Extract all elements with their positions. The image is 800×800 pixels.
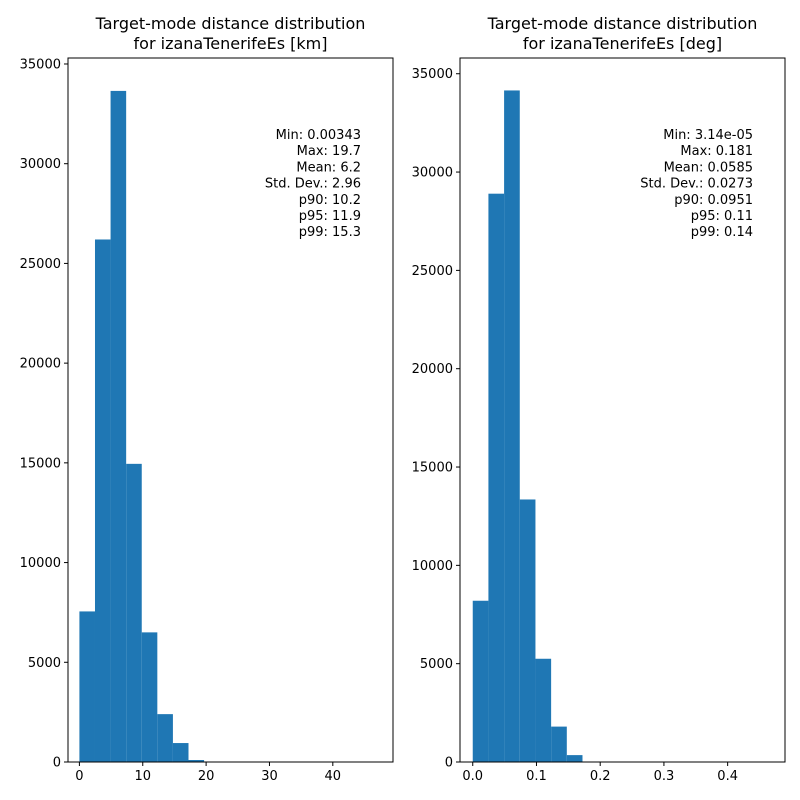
axes-frame-km (67, 57, 394, 763)
histogram-bar-deg-1 (488, 193, 505, 763)
y-tick-label-km-3: 15000 (20, 456, 61, 471)
x-tick-label-km-4: 40 (325, 769, 342, 784)
histogram-bar-deg-6 (566, 755, 583, 762)
x-tick-label-km-2: 20 (198, 769, 215, 784)
stats-line-km-2: Mean: 6.2 (296, 160, 361, 175)
histogram-bar-deg-5 (551, 726, 567, 762)
histogram-bar-km-3 (126, 463, 142, 762)
axes-frame-deg (459, 57, 786, 763)
histogram-bar-km-0 (79, 611, 95, 762)
stats-line-deg-0: Min: 3.14e-05 (663, 128, 753, 143)
x-tick-label-km-1: 10 (134, 769, 151, 784)
stats-line-km-5: p95: 11.9 (299, 209, 361, 224)
histogram-bar-km-6 (172, 743, 189, 762)
y-tick-label-km-1: 5000 (28, 656, 61, 671)
x-tick-label-deg-3: 0.3 (654, 769, 675, 784)
y-tick-label-km-2: 10000 (20, 556, 61, 571)
histogram-bar-km-5 (157, 714, 173, 762)
stats-line-km-4: p90: 10.2 (299, 193, 361, 208)
x-tick-label-deg-0: 0.0 (462, 769, 483, 784)
y-tick-label-deg-1: 5000 (420, 657, 453, 672)
y-tick-label-deg-3: 15000 (412, 461, 453, 476)
chart-title-km-line-1: for izanaTenerifeEs [km] (134, 34, 328, 53)
histogram-deg-panel: 0.0 0.1 0.2 0.3 0.4 0 5000 10000 15000 20000 25000… (412, 14, 786, 784)
stats-line-km-1: Max: 19.7 (297, 144, 361, 159)
histogram-bar-km-4 (141, 632, 158, 762)
histogram-km-panel: 0 10 20 30 40 0 5000 10000 15000 20000 25000 30000 3… (20, 14, 394, 784)
y-tick-label-km-4: 20000 (20, 357, 61, 372)
histogram-bar-deg-4 (535, 658, 552, 762)
x-tick-label-deg-4: 0.4 (717, 769, 738, 784)
histogram-bar-km-7 (188, 760, 205, 762)
x-tick-label-deg-2: 0.2 (590, 769, 611, 784)
stats-line-deg-2: Mean: 0.0585 (664, 160, 753, 175)
stats-line-deg-1: Max: 0.181 (680, 144, 753, 159)
histogram-bar-km-1 (94, 239, 111, 762)
histogram-bar-deg-0 (472, 600, 489, 762)
histogram-bar-km-2 (110, 90, 127, 763)
chart-title-deg-line-1: for izanaTenerifeEs [deg] (523, 34, 722, 53)
y-tick-label-deg-7: 35000 (412, 67, 453, 82)
y-tick-label-km-7: 35000 (20, 57, 61, 72)
y-tick-label-deg-5: 25000 (412, 264, 453, 279)
y-tick-label-deg-4: 20000 (412, 362, 453, 377)
y-tick-label-deg-2: 10000 (412, 559, 453, 574)
x-tick-label-km-3: 30 (261, 769, 278, 784)
stats-line-km-6: p99: 15.3 (299, 225, 361, 240)
y-tick-label-km-6: 30000 (20, 157, 61, 172)
stats-line-deg-6: p99: 0.14 (691, 225, 753, 240)
x-tick-label-deg-1: 0.1 (526, 769, 547, 784)
stats-line-km-3: Std. Dev.: 2.96 (265, 177, 361, 192)
stats-line-deg-3: Std. Dev.: 0.0273 (640, 177, 753, 192)
y-tick-label-km-5: 25000 (20, 257, 61, 272)
y-tick-label-deg-6: 30000 (412, 166, 453, 181)
stats-line-km-0: Min: 0.00343 (276, 128, 361, 143)
histogram-bar-deg-3 (519, 499, 536, 762)
y-tick-label-km-0: 0 (53, 756, 61, 771)
histogram-bar-deg-2 (504, 90, 520, 763)
chart-title-deg-line-0: Target-mode distance distribution (487, 14, 758, 33)
chart-title-km-line-0: Target-mode distance distribution (95, 14, 366, 33)
stats-line-deg-4: p90: 0.0951 (674, 193, 753, 208)
y-tick-label-deg-0: 0 (445, 756, 453, 771)
x-tick-label-km-0: 0 (75, 769, 83, 784)
stats-line-deg-5: p95: 0.11 (691, 209, 753, 224)
